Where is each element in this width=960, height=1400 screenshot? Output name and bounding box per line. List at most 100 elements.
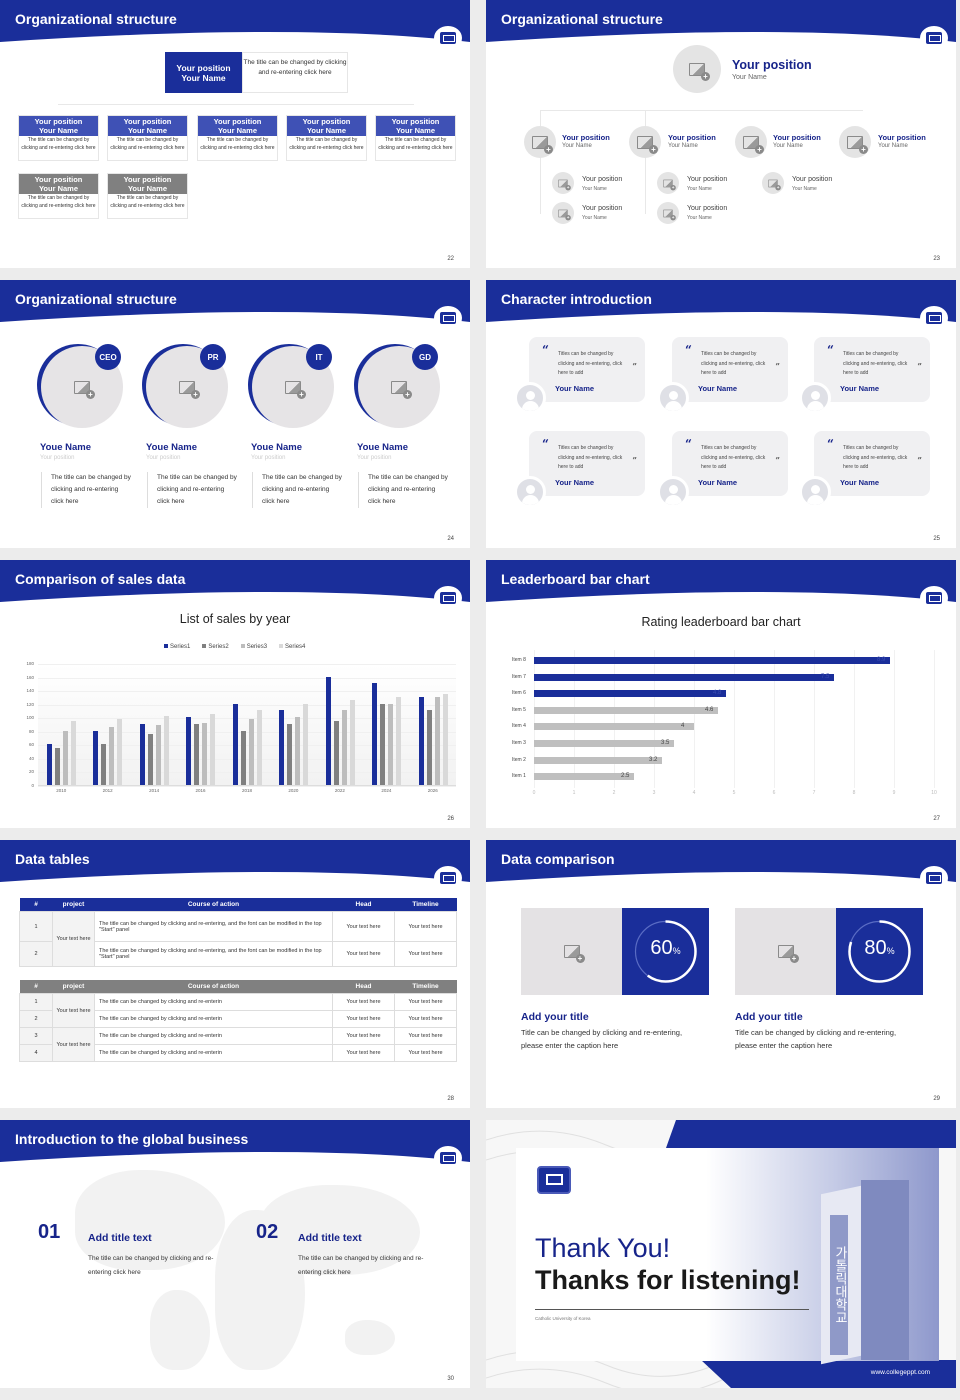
table-row: 3 Your text here The title can be change… xyxy=(19,1027,457,1062)
website-link[interactable]: www.collegeppt.com xyxy=(870,1369,930,1376)
position-label: Your position xyxy=(34,117,83,126)
profile-ring: IT xyxy=(248,344,334,430)
university-caption: Catholic University of Korea xyxy=(535,1316,591,1321)
y-tick: 180 xyxy=(26,661,34,666)
photo-placeholder[interactable] xyxy=(552,202,574,224)
bar xyxy=(396,696,402,785)
image-add-icon xyxy=(558,179,571,190)
bar xyxy=(93,730,99,785)
image-add-icon xyxy=(558,209,571,220)
bar xyxy=(232,703,238,785)
slide-22[interactable]: Organizational structure Your position Y… xyxy=(0,0,470,268)
x-tick: 6 xyxy=(772,790,776,796)
slide-27[interactable]: Leaderboard bar chart Rating leaderboard… xyxy=(486,560,956,828)
photo-placeholder[interactable] xyxy=(839,126,871,158)
photo-placeholder[interactable] xyxy=(735,126,767,158)
photo-placeholder[interactable] xyxy=(146,346,228,428)
page-number: 29 xyxy=(933,1096,940,1102)
open-quote-icon: “ xyxy=(685,343,692,357)
card-desc: The title can be changed by clicking and… xyxy=(200,137,275,151)
role-badge: PR xyxy=(200,344,226,370)
logo-icon xyxy=(926,592,942,604)
row-index: 4 xyxy=(19,1044,53,1062)
legend-item: Series4 xyxy=(279,644,305,650)
bar xyxy=(418,696,424,785)
item-title: Add title text xyxy=(88,1232,152,1244)
slide-header: Character introduction xyxy=(486,280,956,330)
photo-placeholder[interactable] xyxy=(41,346,123,428)
image-add-icon xyxy=(391,380,412,399)
slide-title: Organizational structure xyxy=(15,291,177,307)
slide-26[interactable]: Comparison of sales data List of sales b… xyxy=(0,560,470,828)
timeline-cell: Your text here xyxy=(394,993,457,1011)
profile-ring: PR xyxy=(142,344,228,430)
photo-placeholder[interactable] xyxy=(657,172,679,194)
university-logo xyxy=(920,26,948,50)
chart-title: List of sales by year xyxy=(179,612,291,626)
person-desc: The title can be changed by clicking and… xyxy=(147,472,237,508)
slide-29[interactable]: Data comparison 60% Add your title Title… xyxy=(486,840,956,1108)
action-cell: The title can be changed by clicking and… xyxy=(94,1010,333,1028)
photo-placeholder[interactable] xyxy=(673,45,721,93)
photo-placeholder[interactable] xyxy=(657,202,679,224)
bar-value-label: 2.5 xyxy=(621,773,630,780)
quote-author: Your Name xyxy=(555,478,595,487)
connector-line xyxy=(645,110,646,214)
logo-icon xyxy=(926,32,942,44)
timeline-cell: Your text here xyxy=(394,1010,457,1028)
bar-group xyxy=(47,664,76,785)
slide-28[interactable]: Data tables # project Course of action H… xyxy=(0,840,470,1108)
photo-placeholder[interactable] xyxy=(735,908,836,995)
slide-thank-you[interactable]: 가톨릭대학교 Thank You! Thanks for listening! … xyxy=(486,1120,956,1388)
quote-text: Titles can be changed by clicking and re… xyxy=(843,445,908,470)
name-label: Your Name xyxy=(732,74,767,81)
page-number: 28 xyxy=(447,1096,454,1102)
photo-placeholder[interactable] xyxy=(521,908,622,995)
close-quote-icon: ” xyxy=(775,361,780,371)
photo-placeholder[interactable] xyxy=(762,172,784,194)
bar xyxy=(71,720,76,785)
image-add-icon xyxy=(743,135,764,154)
university-logo xyxy=(434,866,462,890)
legend-swatch-icon xyxy=(279,644,284,648)
item-desc: Title can be changed by clicking and re-… xyxy=(521,1028,683,1050)
university-logo xyxy=(920,306,948,330)
column-header: Course of action xyxy=(187,901,240,908)
slide-24[interactable]: Organizational structure CEO PR IT GD Yo… xyxy=(0,280,470,548)
profile-ring: CEO xyxy=(37,344,123,430)
photo-placeholder[interactable] xyxy=(629,126,661,158)
item-number: 02 xyxy=(256,1221,279,1243)
legend-item: Series2 xyxy=(202,644,229,650)
column-header: # xyxy=(34,983,38,990)
slide-30[interactable]: Introduction to the global business 01 A… xyxy=(0,1120,470,1388)
role-badge: IT xyxy=(306,344,332,370)
position-label: Your position xyxy=(123,117,172,126)
slide-header: Organizational structure xyxy=(0,0,470,50)
image-add-icon xyxy=(663,179,676,190)
bar-value-label: 8.9 xyxy=(877,657,886,663)
bar xyxy=(202,722,208,785)
head-cell: Your text here xyxy=(332,911,395,942)
x-tick: 8 xyxy=(852,790,856,796)
slide-header: Leaderboard bar chart xyxy=(486,560,956,610)
close-quote-icon: ” xyxy=(632,361,637,371)
slide-title: Introduction to the global business xyxy=(15,1131,249,1147)
progress-panel: 60% xyxy=(622,908,709,995)
thank-you-heading: Thank You! xyxy=(535,1233,671,1263)
item-desc: Title can be changed by clicking and re-… xyxy=(735,1028,897,1050)
bar xyxy=(186,717,192,785)
thank-you-subtitle: Thanks for listening! xyxy=(535,1265,801,1295)
slide-25[interactable]: Character introduction “ Titles can be ch… xyxy=(486,280,956,548)
action-cell: The title can be changed by clicking and… xyxy=(94,1027,333,1045)
bar xyxy=(55,747,60,785)
bar xyxy=(534,690,726,698)
photo-placeholder[interactable] xyxy=(552,172,574,194)
item-desc: The title can be changed by clicking and… xyxy=(298,1255,424,1276)
open-quote-icon: “ xyxy=(827,343,834,357)
image-add-icon xyxy=(74,380,95,399)
org-card: Your position Your Name The title can be c… xyxy=(18,115,99,161)
bar xyxy=(534,657,890,664)
photo-placeholder[interactable] xyxy=(524,126,556,158)
slide-23[interactable]: Organizational structure Your position Y… xyxy=(486,0,956,268)
person-position: Your position xyxy=(146,455,181,461)
